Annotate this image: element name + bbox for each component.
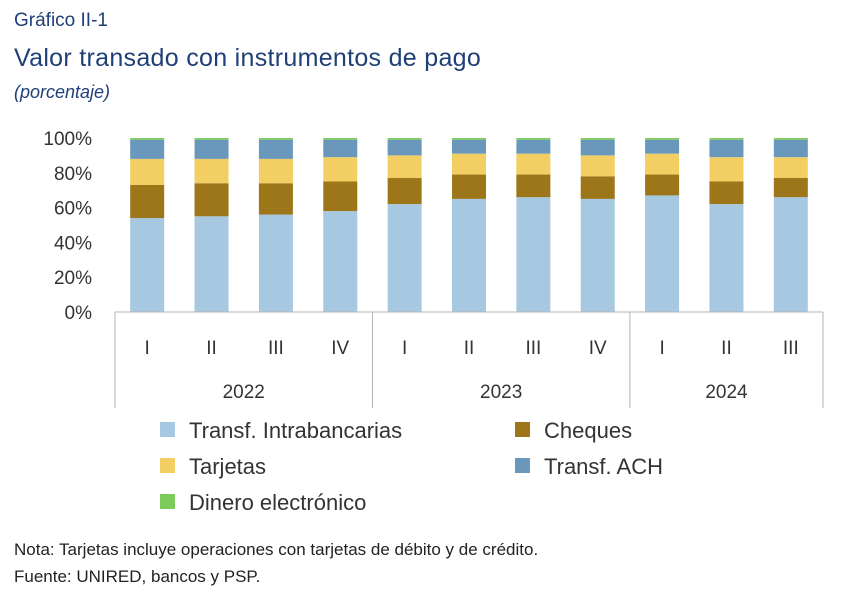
chart-note: Nota: Tarjetas incluye operaciones con t… bbox=[14, 540, 539, 559]
bar-segment bbox=[645, 153, 680, 175]
legend-label: Transf. Intrabancarias bbox=[189, 418, 402, 443]
legend-label: Transf. ACH bbox=[544, 454, 663, 479]
bar-segment bbox=[130, 218, 165, 312]
legend-swatch bbox=[515, 422, 530, 437]
bar-segment bbox=[516, 197, 551, 312]
legend-label: Tarjetas bbox=[189, 454, 266, 479]
x-group-label: 2022 bbox=[223, 382, 265, 403]
bar-segment bbox=[194, 183, 229, 217]
x-group-label: 2023 bbox=[480, 382, 522, 403]
bar-segment bbox=[645, 174, 680, 196]
bar-segment bbox=[516, 153, 551, 175]
bar-segment bbox=[452, 153, 486, 175]
bar-segment bbox=[709, 204, 744, 312]
x-tick-label: II bbox=[464, 338, 475, 359]
chart-source: Fuente: UNIRED, bancos y PSP. bbox=[14, 567, 261, 586]
bar-segment bbox=[387, 139, 422, 156]
x-tick-label: III bbox=[268, 338, 284, 359]
bar-segment bbox=[773, 178, 808, 198]
bar-segment bbox=[580, 176, 615, 199]
bar-segment bbox=[580, 138, 615, 140]
bar-segment bbox=[645, 195, 680, 312]
bar-segment bbox=[130, 158, 165, 185]
x-group-label: 2024 bbox=[705, 382, 748, 403]
y-tick-label: 60% bbox=[54, 199, 92, 220]
legend-label: Cheques bbox=[544, 418, 632, 443]
bar-segment bbox=[452, 138, 486, 140]
bar-segment bbox=[194, 139, 229, 159]
bar-segment bbox=[194, 138, 229, 140]
x-tick-label: IV bbox=[331, 338, 349, 359]
bar-segment bbox=[709, 138, 744, 140]
y-tick-label: 80% bbox=[54, 164, 92, 185]
y-tick-label: 100% bbox=[43, 129, 92, 150]
bar-segment bbox=[516, 174, 551, 198]
bar-segment bbox=[645, 139, 680, 154]
chart-label: Gráfico II-1 bbox=[14, 10, 108, 31]
bar-segment bbox=[258, 214, 293, 312]
bar-segment bbox=[580, 139, 615, 156]
x-tick-label: II bbox=[721, 338, 732, 359]
y-tick-label: 40% bbox=[54, 233, 92, 254]
bar-segment bbox=[580, 198, 615, 312]
bar-segment bbox=[258, 139, 293, 159]
bar-segment bbox=[452, 139, 486, 154]
bar-segment bbox=[709, 157, 744, 182]
x-tick-label: III bbox=[525, 338, 541, 359]
bar-segment bbox=[258, 138, 293, 140]
bar-segment bbox=[452, 174, 486, 199]
bar-segment bbox=[709, 139, 744, 158]
y-tick-label: 0% bbox=[65, 303, 93, 324]
y-tick-label: 20% bbox=[54, 268, 92, 289]
bar-segment bbox=[773, 197, 808, 312]
bar-segment bbox=[516, 138, 551, 140]
chart-title: Valor transado con instrumentos de pago bbox=[14, 44, 482, 72]
bar-segment bbox=[258, 183, 293, 215]
bar-segment bbox=[323, 157, 358, 182]
bar-segment bbox=[323, 211, 358, 312]
chart-subtitle: (porcentaje) bbox=[14, 82, 111, 102]
bar-segment bbox=[645, 138, 680, 140]
x-tick-label: I bbox=[659, 338, 664, 359]
bar-segment bbox=[387, 155, 422, 179]
legend-label: Dinero electrónico bbox=[189, 490, 366, 515]
bar-segment bbox=[709, 181, 744, 205]
legend-swatch bbox=[160, 458, 175, 473]
bar-segment bbox=[773, 157, 808, 179]
bar-segment bbox=[130, 139, 165, 159]
x-tick-label: II bbox=[206, 338, 217, 359]
legend-swatch bbox=[160, 422, 175, 437]
bar-segment bbox=[387, 204, 422, 312]
bar-segment bbox=[387, 178, 422, 205]
bar-segment bbox=[580, 155, 615, 177]
bar-segment bbox=[323, 138, 358, 140]
bar-segment bbox=[387, 138, 422, 140]
bar-segment bbox=[194, 216, 229, 312]
x-tick-label: IV bbox=[589, 338, 607, 359]
x-tick-label: I bbox=[145, 338, 150, 359]
x-tick-label: III bbox=[783, 338, 799, 359]
bar-segment bbox=[258, 158, 293, 184]
bar-segment bbox=[773, 138, 808, 140]
bar-segment bbox=[516, 139, 551, 154]
x-tick-label: I bbox=[402, 338, 407, 359]
legend-swatch bbox=[515, 458, 530, 473]
bar-segment bbox=[130, 184, 165, 219]
legend-swatch bbox=[160, 494, 175, 509]
bar-segment bbox=[452, 198, 486, 312]
bar-segment bbox=[130, 138, 165, 140]
bar-segment bbox=[323, 181, 358, 212]
bar-segment bbox=[194, 158, 229, 184]
bar-segment bbox=[323, 139, 358, 158]
bar-segment bbox=[773, 139, 808, 158]
